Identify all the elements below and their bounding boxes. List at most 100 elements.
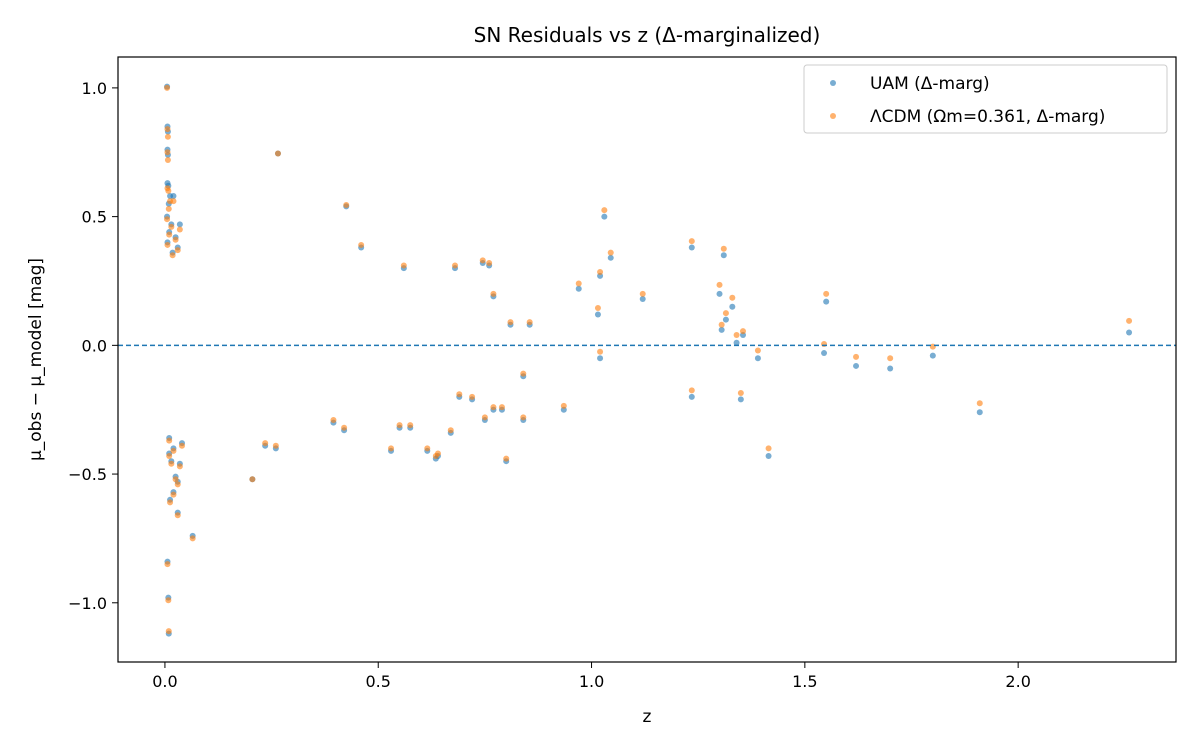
point-uam [976,409,983,416]
y-axis-title: μ_obs − μ_model [mag] [26,258,46,461]
point-lcdm [490,404,497,411]
point-uam [765,453,772,460]
point-lcdm [739,328,746,335]
point-lcdm [597,268,604,275]
point-uam [170,193,177,200]
y-tick-label: 1.0 [82,79,107,98]
point-lcdm [526,319,533,326]
point-lcdm [170,198,177,205]
point-lcdm [490,290,497,297]
point-lcdm [172,236,179,243]
point-uam [176,221,183,228]
point-lcdm [424,445,431,452]
point-uam [716,290,723,297]
point-lcdm [164,133,171,140]
point-lcdm [1126,317,1133,324]
point-lcdm [176,226,183,233]
point-lcdm [358,241,365,248]
point-lcdm [507,319,514,326]
point-lcdm [166,437,173,444]
point-uam [718,326,725,333]
point-lcdm [929,343,936,350]
point-lcdm [594,305,601,312]
point-lcdm [853,353,860,360]
point-lcdm [165,597,172,604]
legend-label-uam: UAM (Δ-marg) [870,74,990,94]
point-lcdm [165,187,172,194]
point-uam [729,303,736,310]
point-lcdm [249,476,256,483]
point-lcdm [639,290,646,297]
point-lcdm [272,442,279,449]
point-lcdm [164,84,171,91]
point-lcdm [560,402,567,409]
x-tick-label: 1.5 [792,672,817,691]
legend: UAM (Δ-marg) ΛCDM (Ωm=0.361, Δ-marg) [803,64,1168,134]
point-uam [688,393,695,400]
point-lcdm [166,231,173,238]
y-tick-label: −1.0 [68,594,107,613]
point-lcdm [575,280,582,287]
point-uam [853,362,860,369]
point-uam [929,352,936,359]
point-lcdm [341,424,348,431]
point-uam [821,350,828,357]
point-uam [722,316,729,323]
x-axis-title: z [643,707,652,727]
point-uam [597,355,604,362]
point-lcdm [718,321,725,328]
point-lcdm [189,535,196,542]
point-lcdm [164,149,171,156]
point-lcdm [754,347,761,354]
point-uam [823,298,830,305]
point-uam [607,254,614,261]
point-lcdm [172,476,179,483]
point-lcdm [170,491,177,498]
point-uam [720,252,727,259]
point-lcdm [169,252,176,259]
x-tick-label: 1.0 [579,672,604,691]
point-lcdm [976,400,983,407]
point-lcdm [343,202,350,209]
point-lcdm [407,422,414,429]
point-lcdm [688,238,695,245]
point-lcdm [479,257,486,264]
point-lcdm [165,628,172,635]
point-uam [575,285,582,292]
point-lcdm [597,348,604,355]
point-lcdm [274,150,281,157]
point-lcdm [887,355,894,362]
point-lcdm [447,427,454,434]
point-lcdm [452,262,459,269]
point-lcdm [434,450,441,457]
point-uam [688,244,695,251]
legend-marker-lcdm [830,113,836,119]
point-lcdm [168,223,175,230]
plot-area-frame [117,56,1177,663]
point-lcdm [166,453,173,460]
point-lcdm [170,447,177,454]
point-lcdm [388,445,395,452]
point-lcdm [733,332,740,339]
point-lcdm [821,341,828,348]
point-lcdm [601,207,608,214]
y-tick-label: −0.5 [68,465,107,484]
point-uam [887,365,894,372]
point-lcdm [396,422,403,429]
point-lcdm [520,414,527,421]
x-tick-label: 2.0 [1005,672,1030,691]
legend-marker-uam [830,80,836,86]
point-lcdm [469,393,476,400]
y-axis: −1.0 −0.5 0.0 0.5 1.0 [68,79,118,613]
point-lcdm [167,499,174,506]
point-lcdm [164,216,171,223]
x-tick-label: 0.0 [152,672,177,691]
point-uam [601,213,608,220]
point-lcdm [456,391,463,398]
point-uam [594,311,601,318]
point-lcdm [722,310,729,317]
point-lcdm [720,245,727,252]
point-uam [639,296,646,302]
